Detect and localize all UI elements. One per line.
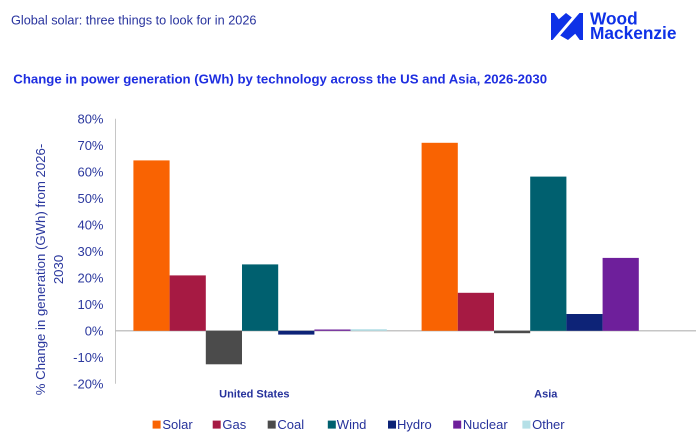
svg-text:Nuclear: Nuclear — [463, 417, 508, 432]
svg-text:-10%: -10% — [73, 350, 104, 365]
svg-text:50%: 50% — [77, 191, 103, 206]
svg-text:60%: 60% — [77, 165, 103, 180]
svg-text:United States: United States — [219, 389, 289, 401]
svg-text:80%: 80% — [77, 112, 103, 127]
svg-text:2030: 2030 — [51, 255, 66, 284]
svg-text:Coal: Coal — [277, 417, 304, 432]
svg-text:Asia: Asia — [534, 389, 558, 401]
svg-text:Wind: Wind — [337, 417, 367, 432]
svg-text:10%: 10% — [77, 297, 103, 312]
svg-text:20%: 20% — [77, 271, 103, 286]
svg-text:30%: 30% — [77, 244, 103, 259]
svg-text:Other: Other — [532, 417, 565, 432]
svg-text:Change in power generation (GW: Change in power generation (GWh) by tech… — [13, 71, 547, 86]
svg-text:Global solar: three things to: Global solar: three things to look for i… — [11, 14, 256, 28]
svg-text:Wood: Wood — [590, 9, 638, 29]
svg-text:40%: 40% — [77, 218, 103, 233]
svg-text:Hydro: Hydro — [397, 417, 432, 432]
svg-text:% Change in generation (GWh) f: % Change in generation (GWh) from 2026- — [33, 144, 48, 395]
svg-text:70%: 70% — [77, 138, 103, 153]
svg-text:Mackenzie: Mackenzie — [590, 23, 677, 43]
svg-text:-20%: -20% — [73, 377, 104, 392]
svg-text:Gas: Gas — [222, 417, 246, 432]
svg-text:Solar: Solar — [162, 417, 193, 432]
svg-text:0%: 0% — [85, 324, 104, 339]
